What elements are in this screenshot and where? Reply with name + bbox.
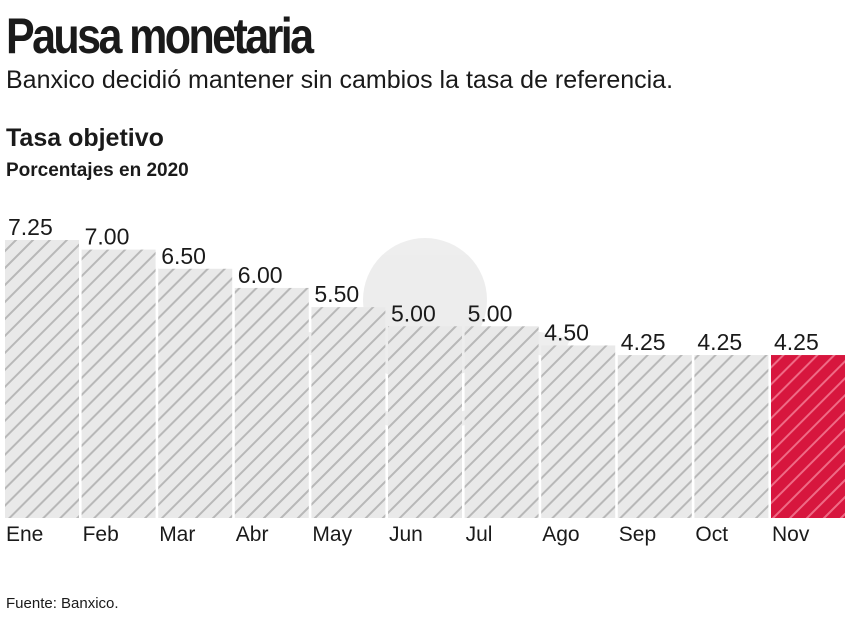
bar-may: [311, 307, 386, 518]
bar-feb: [81, 249, 156, 518]
category-label-jul: Jul: [466, 523, 493, 546]
category-label-may: May: [312, 523, 352, 546]
category-label-ago: Ago: [542, 523, 579, 546]
value-label-abr: 6.00: [238, 262, 283, 288]
value-label-feb: 7.00: [85, 224, 130, 250]
bar-jul: [464, 326, 539, 518]
value-label-oct: 4.25: [697, 329, 742, 355]
category-label-mar: Mar: [159, 523, 195, 546]
category-label-sep: Sep: [619, 523, 656, 546]
bar-abr: [234, 287, 309, 518]
value-label-ago: 4.50: [544, 319, 589, 345]
bar-jun: [388, 326, 462, 518]
value-label-mar: 6.50: [161, 243, 206, 269]
chart-title: Tasa objetivo: [6, 124, 164, 152]
bar-ene: [5, 240, 79, 518]
category-label-feb: Feb: [83, 523, 119, 546]
category-label-oct: Oct: [695, 523, 728, 546]
category-label-jun: Jun: [389, 523, 423, 546]
value-label-jun: 5.00: [391, 300, 436, 326]
bar-nov: [771, 355, 845, 518]
chart-subtitle: Porcentajes en 2020: [6, 160, 189, 181]
source-note: Fuente: Banxico.: [6, 595, 119, 612]
category-label-ene: Ene: [6, 523, 43, 546]
bar-sep: [617, 355, 692, 518]
value-label-ene: 7.25: [8, 214, 53, 240]
category-label-abr: Abr: [236, 523, 269, 546]
bar-ago: [541, 345, 616, 518]
value-label-nov: 4.25: [774, 329, 819, 355]
page-title: Pausa monetaria: [6, 8, 314, 64]
category-label-nov: Nov: [772, 523, 810, 546]
value-label-jul: 5.00: [468, 300, 513, 326]
value-label-sep: 4.25: [621, 329, 666, 355]
page-subtitle: Banxico decidió mantener sin cambios la …: [6, 66, 674, 94]
bar-mar: [158, 268, 233, 518]
bar-oct: [694, 355, 769, 518]
value-label-may: 5.50: [314, 281, 359, 307]
